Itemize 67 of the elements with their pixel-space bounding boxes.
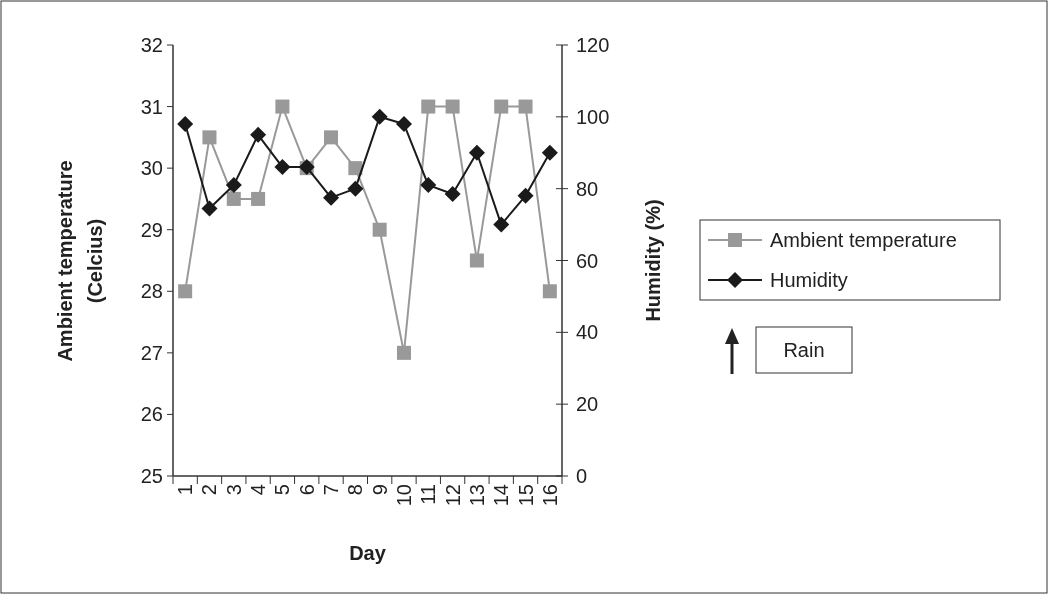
y2-tick-label: 100 <box>576 105 610 128</box>
point <box>348 161 363 176</box>
x-tick-label: 8 <box>344 484 367 496</box>
text: Rain <box>783 339 825 361</box>
x-tick-label: 7 <box>320 484 343 496</box>
point <box>251 191 266 206</box>
y-tick-label: 30 <box>140 157 163 180</box>
point <box>469 253 484 268</box>
x-tick-label: 15 <box>514 484 537 507</box>
x-tick-label: 3 <box>222 484 245 496</box>
y2-tick-label: 120 <box>576 34 610 56</box>
point <box>202 130 217 145</box>
x-tick-label: 9 <box>368 484 391 496</box>
point <box>323 189 340 206</box>
x-tick-label: 13 <box>465 484 488 507</box>
point <box>517 187 534 204</box>
legend-label: Humidity <box>770 269 848 291</box>
point <box>372 222 387 237</box>
y2-tick-label: 40 <box>576 321 599 344</box>
point <box>226 191 241 206</box>
x-tick-label: 11 <box>417 484 440 505</box>
point <box>347 180 364 197</box>
y-tick-label: 28 <box>140 280 163 303</box>
x-tick-label: 14 <box>490 484 513 507</box>
y2-tick-label: 80 <box>576 177 599 200</box>
x-tick-label: 16 <box>538 484 561 507</box>
point <box>468 144 485 161</box>
x-tick-label: 1 <box>174 484 197 496</box>
point <box>250 126 267 143</box>
y-tick-label: 31 <box>140 95 163 118</box>
y2-tick-label: 20 <box>576 393 599 416</box>
point <box>275 99 290 114</box>
x-tick-label: 4 <box>247 484 270 496</box>
point <box>494 99 509 114</box>
x-axis-title: Day <box>349 542 387 564</box>
point <box>178 284 193 299</box>
point <box>395 116 412 133</box>
point <box>420 177 437 194</box>
y-tick-label: 27 <box>140 341 163 364</box>
y-axis-title: Ambient temperature (Celcius) <box>53 158 107 364</box>
point <box>518 99 533 114</box>
point <box>444 186 461 203</box>
legend-label: Ambient temperature <box>770 229 957 251</box>
x-tick-label: 2 <box>198 484 221 496</box>
y-tick-label: 25 <box>140 465 163 487</box>
y2-tick-label: 0 <box>576 465 588 487</box>
x-tick-label: 6 <box>295 484 318 496</box>
point <box>493 216 510 233</box>
y2-axis-title: Humidity (%) <box>642 199 664 322</box>
point <box>201 200 218 217</box>
point <box>396 345 411 360</box>
point <box>177 116 194 133</box>
point <box>274 159 291 176</box>
point <box>225 177 242 194</box>
x-tick-label: 5 <box>271 484 294 496</box>
x-tick-label: 12 <box>441 484 464 507</box>
x-tick-label: 10 <box>392 484 415 507</box>
point <box>421 99 436 114</box>
y-tick-label: 26 <box>140 403 163 426</box>
point <box>542 284 557 299</box>
point <box>371 108 388 125</box>
point <box>445 99 460 114</box>
point <box>324 130 339 145</box>
y-tick-label: 29 <box>140 218 163 241</box>
point <box>541 144 558 161</box>
y-tick-label: 32 <box>140 34 163 56</box>
y2-tick-label: 60 <box>576 249 599 272</box>
